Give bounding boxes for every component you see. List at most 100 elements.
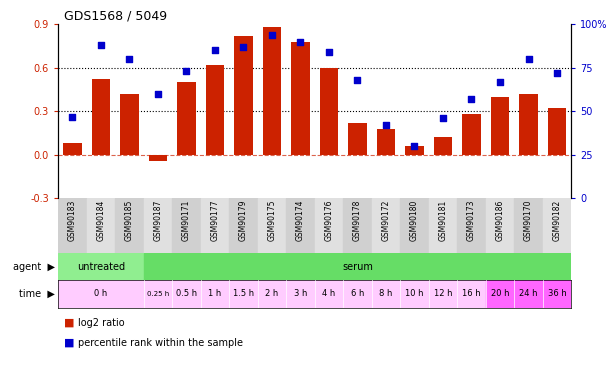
Text: 16 h: 16 h xyxy=(462,290,481,298)
Text: GSM90173: GSM90173 xyxy=(467,200,476,242)
Text: 24 h: 24 h xyxy=(519,290,538,298)
Bar xyxy=(371,198,400,253)
Bar xyxy=(543,280,571,308)
Bar xyxy=(519,94,538,155)
Text: 10 h: 10 h xyxy=(405,290,423,298)
Text: GDS1568 / 5049: GDS1568 / 5049 xyxy=(64,9,167,22)
Bar xyxy=(286,198,315,253)
Bar xyxy=(429,198,457,253)
Point xyxy=(353,77,362,83)
Bar xyxy=(144,253,571,280)
Text: agent  ▶: agent ▶ xyxy=(13,261,55,272)
Bar xyxy=(200,280,229,308)
Bar xyxy=(514,198,543,253)
Bar xyxy=(291,42,310,155)
Text: GSM90176: GSM90176 xyxy=(324,200,334,242)
Bar xyxy=(148,155,167,160)
Text: GSM90178: GSM90178 xyxy=(353,200,362,241)
Bar xyxy=(92,80,110,155)
Text: ■: ■ xyxy=(64,338,75,348)
Text: GSM90185: GSM90185 xyxy=(125,200,134,241)
Point xyxy=(467,96,477,102)
Bar xyxy=(400,280,429,308)
Text: 0.5 h: 0.5 h xyxy=(176,290,197,298)
Bar xyxy=(286,280,315,308)
Text: GSM90170: GSM90170 xyxy=(524,200,533,242)
Point xyxy=(524,56,533,62)
Bar xyxy=(229,198,258,253)
Point xyxy=(296,39,306,45)
Bar xyxy=(315,198,343,253)
Point xyxy=(181,68,191,74)
Bar xyxy=(144,198,172,253)
Bar xyxy=(120,94,139,155)
Point xyxy=(210,48,220,54)
Bar xyxy=(234,36,253,155)
Point xyxy=(238,44,248,50)
Bar xyxy=(206,65,224,155)
Bar xyxy=(63,143,82,155)
Bar xyxy=(463,114,481,155)
Text: untreated: untreated xyxy=(77,261,125,272)
Point xyxy=(438,115,448,121)
Bar xyxy=(315,280,343,308)
Bar xyxy=(172,280,200,308)
Point xyxy=(324,49,334,55)
Bar xyxy=(457,198,486,253)
Bar xyxy=(514,280,543,308)
Text: 36 h: 36 h xyxy=(547,290,566,298)
Text: 2 h: 2 h xyxy=(265,290,279,298)
Point xyxy=(552,70,562,76)
Bar xyxy=(263,27,281,155)
Point xyxy=(153,91,163,97)
Text: GSM90186: GSM90186 xyxy=(496,200,505,241)
Point xyxy=(409,143,419,149)
Text: 1.5 h: 1.5 h xyxy=(233,290,254,298)
Bar xyxy=(58,253,144,280)
Bar xyxy=(87,198,115,253)
Text: GSM90174: GSM90174 xyxy=(296,200,305,242)
Bar xyxy=(548,108,566,155)
Bar xyxy=(200,198,229,253)
Text: GSM90187: GSM90187 xyxy=(153,200,163,241)
Text: serum: serum xyxy=(342,261,373,272)
Text: GSM90172: GSM90172 xyxy=(381,200,390,241)
Bar xyxy=(320,68,338,155)
Bar xyxy=(457,280,486,308)
Text: 3 h: 3 h xyxy=(294,290,307,298)
Bar xyxy=(486,198,514,253)
Text: 1 h: 1 h xyxy=(208,290,222,298)
Bar xyxy=(348,123,367,155)
Bar xyxy=(400,198,429,253)
Point xyxy=(96,42,106,48)
Text: 6 h: 6 h xyxy=(351,290,364,298)
Bar xyxy=(543,198,571,253)
Text: GSM90179: GSM90179 xyxy=(239,200,248,242)
Bar xyxy=(343,280,371,308)
Bar xyxy=(258,280,286,308)
Bar xyxy=(429,280,457,308)
Bar xyxy=(144,280,172,308)
Text: 12 h: 12 h xyxy=(434,290,452,298)
Text: GSM90182: GSM90182 xyxy=(552,200,562,241)
Text: GSM90184: GSM90184 xyxy=(97,200,105,241)
Bar xyxy=(405,146,424,155)
Text: GSM90171: GSM90171 xyxy=(182,200,191,241)
Text: GSM90177: GSM90177 xyxy=(210,200,219,242)
Bar xyxy=(172,198,200,253)
Text: GSM90175: GSM90175 xyxy=(268,200,276,242)
Bar xyxy=(115,198,144,253)
Text: ■: ■ xyxy=(64,318,75,327)
Text: 0 h: 0 h xyxy=(94,290,108,298)
Text: log2 ratio: log2 ratio xyxy=(78,318,124,327)
Text: 8 h: 8 h xyxy=(379,290,393,298)
Bar xyxy=(371,280,400,308)
Bar xyxy=(343,198,371,253)
Bar xyxy=(258,198,286,253)
Text: 4 h: 4 h xyxy=(322,290,335,298)
Bar xyxy=(58,280,144,308)
Bar xyxy=(491,97,510,155)
Point xyxy=(267,32,277,38)
Text: 20 h: 20 h xyxy=(491,290,509,298)
Point xyxy=(381,122,391,128)
